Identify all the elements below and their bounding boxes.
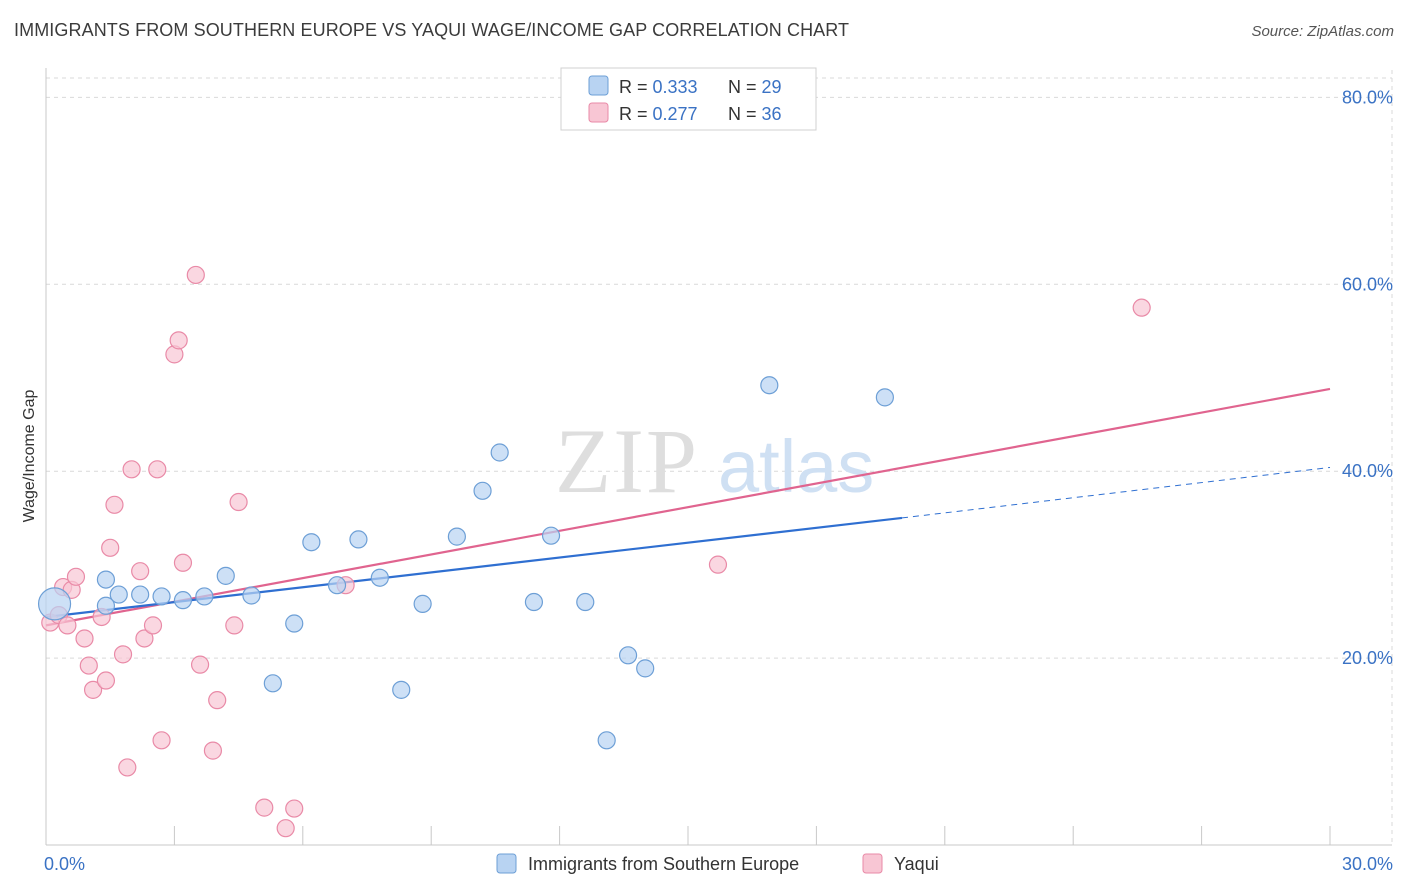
y-tick-label: 40.0% [1342, 461, 1393, 481]
data-point-southern-europe [370, 568, 389, 587]
svg-text:R = 0.333: R = 0.333 [619, 77, 698, 97]
data-point-southern-europe [37, 587, 72, 621]
data-point-southern-europe [131, 585, 150, 604]
data-point-yaqui [122, 460, 141, 479]
legend-swatch-southern-europe [496, 853, 517, 874]
watermark: ZIP atlas [555, 410, 874, 512]
watermark-zip: ZIP [555, 410, 699, 512]
trend-line-southern-europe-projection [901, 466, 1331, 519]
data-point-southern-europe [96, 570, 116, 589]
data-point-yaqui [285, 799, 304, 818]
data-point-yaqui [83, 680, 103, 699]
data-point-southern-europe [327, 576, 347, 595]
svg-text:R = 0.277: R = 0.277 [619, 104, 698, 124]
data-point-southern-europe [760, 376, 779, 395]
legend-r-label: R = [619, 77, 653, 97]
legend-r-value: 0.277 [653, 104, 698, 124]
data-point-yaqui [143, 616, 163, 635]
data-point-yaqui [229, 492, 248, 512]
legend-label-southern-europe: Immigrants from Southern Europe [528, 854, 799, 874]
x-tick-label: 0.0% [44, 854, 85, 874]
y-tick-label: 80.0% [1342, 87, 1393, 107]
data-point-southern-europe [216, 566, 235, 585]
data-point-southern-europe [392, 680, 411, 699]
data-point-southern-europe [263, 674, 282, 693]
legend-n-label: N = [728, 104, 762, 124]
y-axis-label: Wage/Income Gap [21, 390, 38, 523]
x-tick-labels: 0.0% 30.0% [44, 854, 1393, 874]
data-point-southern-europe [152, 587, 171, 606]
data-point-southern-europe [195, 587, 214, 606]
data-point-yaqui [66, 567, 86, 586]
data-point-yaqui [131, 562, 150, 581]
y-tick-labels: 20.0% 40.0% 60.0% 80.0% [1342, 87, 1393, 668]
data-point-southern-europe [242, 586, 261, 605]
data-point-southern-europe [413, 594, 432, 613]
data-point-southern-europe [597, 731, 616, 750]
data-point-southern-europe [302, 533, 321, 552]
data-point-yaqui [255, 798, 274, 817]
data-point-yaqui [96, 671, 116, 690]
data-point-yaqui [113, 645, 133, 664]
legend-label-yaqui: Yaqui [894, 854, 939, 874]
chart-title: IMMIGRANTS FROM SOUTHERN EUROPE VS YAQUI… [14, 20, 850, 40]
data-point-yaqui [276, 819, 295, 838]
legend-n-value: 29 [762, 77, 782, 97]
data-point-yaqui [152, 731, 171, 750]
y-tick-label: 60.0% [1342, 274, 1393, 294]
data-point-southern-europe [524, 592, 544, 612]
data-point-southern-europe [285, 614, 304, 633]
data-points [37, 265, 1151, 838]
legend-swatch-blue [588, 75, 609, 96]
legend-n-label: N = [728, 77, 762, 97]
svg-text:N = 29: N = 29 [728, 77, 782, 97]
data-point-yaqui [58, 616, 77, 635]
data-point-southern-europe [173, 591, 193, 610]
source-label: Source: ZipAtlas.com [1251, 23, 1394, 40]
data-point-yaqui [79, 656, 98, 675]
data-point-southern-europe [349, 530, 368, 549]
watermark-atlas: atlas [718, 425, 874, 508]
data-point-yaqui [225, 616, 244, 635]
series-legend: Immigrants from Southern Europe Yaqui [496, 853, 939, 874]
data-point-southern-europe [541, 526, 561, 545]
data-point-southern-europe [618, 646, 638, 665]
legend-r-value: 0.333 [653, 77, 698, 97]
y-tick-label: 20.0% [1342, 648, 1393, 668]
data-point-yaqui [190, 655, 210, 674]
data-point-southern-europe [109, 585, 128, 604]
data-point-yaqui [75, 629, 94, 648]
data-point-yaqui [208, 691, 227, 710]
data-point-yaqui [101, 538, 120, 557]
data-point-yaqui [1132, 298, 1151, 317]
data-point-southern-europe [473, 481, 492, 500]
legend-swatch-pink [588, 102, 609, 123]
legend-n-value: 36 [762, 104, 782, 124]
data-point-yaqui [118, 758, 137, 777]
data-point-yaqui [148, 460, 167, 479]
data-point-southern-europe [636, 659, 655, 678]
x-tick-label: 30.0% [1342, 854, 1393, 874]
data-point-southern-europe [875, 388, 894, 407]
gridlines [46, 70, 1393, 845]
data-point-yaqui [105, 495, 124, 514]
legend-swatch-yaqui [862, 853, 883, 874]
correlation-legend: R = 0.333 N = 29 R = 0.277 N = 36 [560, 67, 817, 131]
data-point-southern-europe [576, 592, 595, 612]
legend-r-label: R = [619, 104, 653, 124]
data-point-southern-europe [96, 596, 116, 615]
data-point-southern-europe [490, 443, 509, 462]
data-point-yaqui [173, 553, 193, 572]
data-point-yaqui [203, 741, 223, 760]
trend-line-yaqui [45, 387, 1331, 627]
data-point-yaqui [708, 555, 728, 574]
axes [45, 68, 1392, 846]
data-point-yaqui [135, 629, 154, 648]
svg-text:N = 36: N = 36 [728, 104, 782, 124]
data-point-southern-europe [447, 527, 466, 546]
data-point-yaqui [169, 331, 188, 350]
data-point-yaqui [186, 265, 205, 285]
